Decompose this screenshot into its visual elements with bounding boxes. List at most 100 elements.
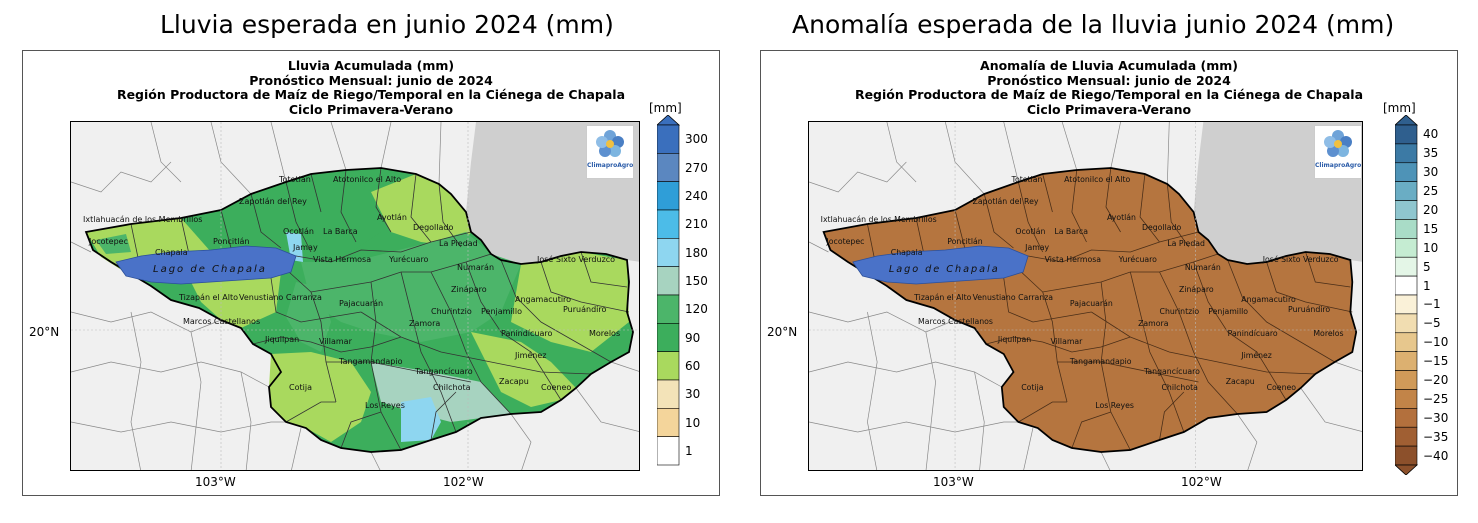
municipality-label: Venustiano Carranza (239, 293, 322, 302)
colorbar-arrow-top (657, 115, 681, 126)
municipality-label: Marcos Castellanos (183, 317, 260, 326)
map-title-anomaly: Anomalía de Lluvia Acumulada (mm) Pronós… (761, 58, 1457, 117)
colorbar-tick-label: 30 (685, 387, 701, 402)
municipality-label: Tangancícuaro (1143, 367, 1200, 376)
municipality-label: Churintzio (431, 307, 472, 316)
municipality-label: Los Reyes (365, 401, 405, 410)
colorbar-segment (657, 153, 680, 182)
colorbar-tick-label: 120 (685, 302, 708, 317)
municipality-label: Villamar (319, 337, 353, 346)
outer-municipality-border (809, 361, 1002, 388)
panel-rain: Lluvia Acumulada (mm) Pronóstico Mensual… (22, 50, 720, 496)
outer-municipality-border (370, 451, 381, 470)
colorbar-tick-label: 210 (685, 217, 708, 232)
outer-municipality-border (1300, 387, 1362, 432)
colorbar-segment (1395, 445, 1418, 466)
municipality-border (954, 209, 966, 249)
municipality-label: Atotonilco el Alto (1064, 175, 1130, 184)
municipality-border (285, 181, 312, 253)
colorbar-tick-label: 10 (685, 415, 701, 430)
title-line-3: Región Productora de Maíz de Riego/Tempo… (854, 87, 1364, 102)
municipality-label: Zinápar​o (451, 285, 487, 294)
colorbar-tick-label: 240 (685, 188, 708, 203)
municipality-label: Ocotlán (1015, 227, 1045, 236)
colorbar-tick-label: 20 (1423, 203, 1439, 217)
colorbar-segment (1395, 143, 1418, 164)
lake-chapala (852, 245, 1029, 285)
lat-label-20: 20°N (29, 325, 60, 339)
municipality-border (580, 251, 628, 288)
colorbar-tick-label: 60 (685, 358, 701, 373)
municipality-label: Tototlán (278, 175, 311, 184)
municipality-label: Numarán (457, 263, 494, 272)
municipality-label: Ixtlahuacán de los Membrillos (821, 215, 937, 224)
municipality-label: Panindícuaro (1228, 329, 1278, 338)
colorbar-tick-label: 30 (1423, 165, 1439, 180)
title-line-2: Pronóstico Mensual: junio de 2024 (249, 72, 493, 88)
municipality-border (540, 261, 630, 313)
colorbar-segment (1395, 313, 1418, 334)
municipality-label: Venustiano Carranza (973, 293, 1054, 302)
municipality-border (326, 361, 472, 383)
municipality-label: Zacapu (499, 377, 529, 386)
municipality-label: La Piedad (439, 239, 478, 248)
municipality-label: Puruándiro (1288, 305, 1330, 314)
outer-municipality-border (240, 371, 252, 470)
municipality-label: Angamacutiro (515, 295, 571, 304)
colorbar-segment (1395, 426, 1418, 447)
municipality-label: Jamay (1024, 243, 1049, 252)
municipality-border (295, 231, 472, 263)
colorbar-segment (1395, 219, 1418, 239)
municipality-border (1105, 167, 1121, 233)
municipality-border (438, 183, 462, 248)
outer-municipality-border (575, 387, 639, 432)
municipality-border (1018, 401, 1068, 423)
municipality-label: Tangamandapio (1069, 357, 1132, 366)
municipality-label: Ocotlán (283, 227, 314, 236)
municipality-label: Chilchota (433, 383, 471, 392)
municipality-border (310, 291, 337, 403)
colorbar-segment (657, 436, 680, 466)
municipality-label: Morelos (589, 329, 620, 338)
municipality-label: Zapotlán del Rey (239, 197, 307, 206)
municipality-border (1159, 271, 1238, 415)
municipality-label: Vista Hermosa (313, 255, 371, 264)
colorbar-segment (657, 408, 680, 437)
colorbar-segment (657, 124, 680, 154)
lon-label-102: 102°W (443, 475, 484, 489)
municipality-label: Yurécuaro (1118, 254, 1157, 264)
rain-zone (301, 232, 521, 342)
municipality-border (270, 277, 362, 323)
municipality-label: Tizapán el Alto (913, 293, 971, 302)
title-line-2: Pronóstico Mensual: junio de 2024 (987, 72, 1231, 88)
municipality-border (180, 217, 190, 255)
colorbar-tick-label: 5 (1423, 259, 1431, 274)
colorbar-tick-label: 40 (1423, 127, 1439, 142)
municipality-label: Zinápar​o (1179, 285, 1214, 294)
colorbar-segment (1395, 294, 1418, 315)
colorbar-tick-label: 270 (685, 160, 708, 175)
colorbar-tick-label: 150 (685, 273, 708, 288)
title-line-4: Ciclo Primavera-Verano (1026, 101, 1192, 117)
colorbar-tick-label: −5 (1423, 316, 1441, 331)
rain-zone (181, 170, 381, 252)
municipality-label: Tizapán el Alto (178, 293, 238, 302)
municipality-border (1057, 361, 1199, 383)
outer-municipality-border (809, 311, 956, 333)
municipality-border (340, 411, 382, 449)
municipality-label: Puruándiro (563, 305, 607, 314)
municipality-border (1266, 261, 1353, 313)
title-line-1: Lluvia Acumulada (mm) (287, 58, 455, 73)
outer-municipality-border (610, 361, 639, 372)
municipality-border (430, 391, 457, 441)
panel-heading-rain: Lluvia esperada en junio 2024 (mm) (160, 10, 614, 39)
municipality-border (1139, 173, 1160, 243)
colorbar-arrow-bottom (1395, 464, 1419, 475)
colorbar-segment (657, 323, 680, 352)
colorbar-tick-label: 15 (1423, 221, 1439, 236)
colorbar-segment (1395, 256, 1418, 277)
municipality-label: Atotonilco el Alto (333, 175, 401, 184)
municipality-label: Panindícuaro (501, 329, 553, 338)
lake-label: Lago de Chapala (889, 264, 1000, 275)
municipality-label: Pajacuarán (339, 299, 383, 308)
